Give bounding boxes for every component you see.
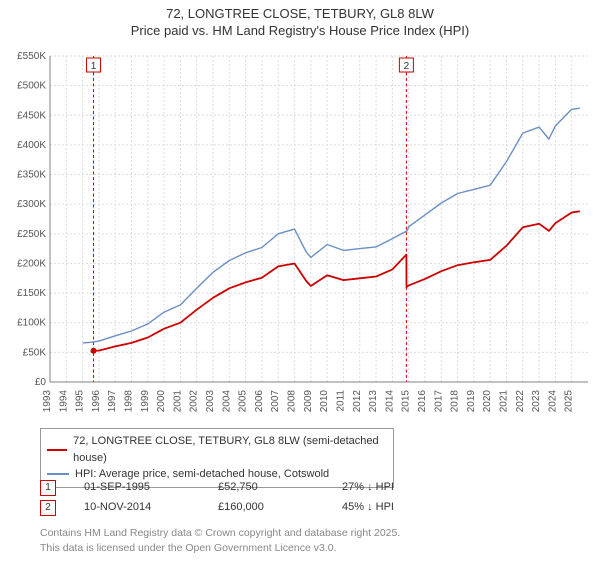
svg-text:£250K: £250K [17, 229, 46, 240]
marker-price: £52,750 [218, 478, 318, 498]
marker-delta: 45% ↓ HPI [342, 498, 394, 518]
svg-text:2013: 2013 [368, 390, 379, 413]
marker-row: 2 10-NOV-2014 £160,000 45% ↓ HPI [40, 498, 394, 518]
svg-text:£500K: £500K [17, 81, 46, 92]
chart-svg: £0 £50K £100K £150K £200K £250K £300K £350K £400… [0, 48, 600, 418]
svg-text:£550K: £550K [17, 51, 46, 62]
svg-text:1993: 1993 [42, 390, 53, 413]
svg-text:1999: 1999 [140, 390, 151, 413]
legend-swatch [47, 473, 69, 475]
svg-text:2015: 2015 [401, 390, 412, 413]
svg-text:£50K: £50K [23, 347, 47, 358]
marker-price: £160,000 [218, 498, 318, 518]
marker-date: 01-SEP-1995 [84, 478, 194, 498]
svg-text:£300K: £300K [17, 199, 46, 210]
svg-text:2006: 2006 [254, 390, 265, 413]
svg-text:2019: 2019 [466, 390, 477, 413]
svg-text:1998: 1998 [124, 390, 135, 413]
footer-line-1: Contains HM Land Registry data © Crown c… [40, 527, 400, 539]
svg-text:£150K: £150K [17, 288, 46, 299]
svg-text:£200K: £200K [17, 258, 46, 269]
svg-text:2014: 2014 [384, 390, 395, 413]
svg-text:2007: 2007 [270, 390, 281, 413]
svg-text:2003: 2003 [205, 390, 216, 413]
svg-text:2011: 2011 [335, 390, 346, 412]
svg-text:1997: 1997 [107, 390, 118, 413]
svg-text:2022: 2022 [515, 390, 526, 413]
svg-text:1996: 1996 [91, 390, 102, 413]
marker-table: 1 01-SEP-1995 £52,750 27% ↓ HPI 2 10-NOV… [40, 478, 394, 518]
svg-text:£350K: £350K [17, 170, 46, 181]
svg-text:£100K: £100K [17, 318, 46, 329]
marker-badge: 1 [40, 480, 56, 496]
svg-text:2008: 2008 [287, 390, 298, 413]
marker-delta: 27% ↓ HPI [342, 478, 394, 498]
svg-text:2020: 2020 [482, 390, 493, 413]
marker-badge: 2 [40, 500, 56, 516]
svg-text:2017: 2017 [433, 390, 444, 413]
svg-text:2009: 2009 [303, 390, 314, 413]
svg-text:£0: £0 [35, 377, 47, 388]
svg-text:£450K: £450K [17, 110, 46, 121]
svg-text:2023: 2023 [531, 390, 542, 413]
svg-text:2002: 2002 [189, 390, 200, 413]
legend-label: 72, LONGTREE CLOSE, TETBURY, GL8 8LW (se… [73, 433, 387, 466]
svg-text:1: 1 [91, 61, 97, 72]
svg-text:2: 2 [404, 61, 410, 72]
chart-title: 72, LONGTREE CLOSE, TETBURY, GL8 8LW Pri… [0, 6, 600, 40]
svg-text:2010: 2010 [319, 390, 330, 413]
legend-row: 72, LONGTREE CLOSE, TETBURY, GL8 8LW (se… [47, 433, 387, 466]
svg-text:2025: 2025 [564, 390, 575, 413]
svg-text:1995: 1995 [75, 390, 86, 413]
svg-text:2005: 2005 [238, 390, 249, 413]
footer-attribution: Contains HM Land Registry data © Crown c… [40, 526, 400, 555]
chart-container: 72, LONGTREE CLOSE, TETBURY, GL8 8LW Pri… [0, 6, 600, 566]
footer-line-2: This data is licensed under the Open Gov… [40, 542, 337, 554]
svg-text:2001: 2001 [172, 390, 183, 413]
marker-date: 10-NOV-2014 [84, 498, 194, 518]
svg-text:2021: 2021 [498, 390, 509, 413]
chart-plot: £0 £50K £100K £150K £200K £250K £300K £350K £400… [0, 48, 600, 418]
legend-swatch [47, 449, 67, 451]
svg-text:£400K: £400K [17, 140, 46, 151]
title-line-2: Price paid vs. HM Land Registry's House … [131, 23, 469, 38]
title-line-1: 72, LONGTREE CLOSE, TETBURY, GL8 8LW [166, 6, 434, 21]
svg-text:2016: 2016 [417, 390, 428, 413]
svg-text:2000: 2000 [156, 390, 167, 413]
marker-row: 1 01-SEP-1995 £52,750 27% ↓ HPI [40, 478, 394, 498]
svg-text:2018: 2018 [450, 390, 461, 413]
svg-text:1994: 1994 [58, 390, 69, 413]
svg-text:2024: 2024 [547, 390, 558, 413]
svg-text:2004: 2004 [221, 390, 232, 413]
svg-text:2012: 2012 [352, 390, 363, 413]
